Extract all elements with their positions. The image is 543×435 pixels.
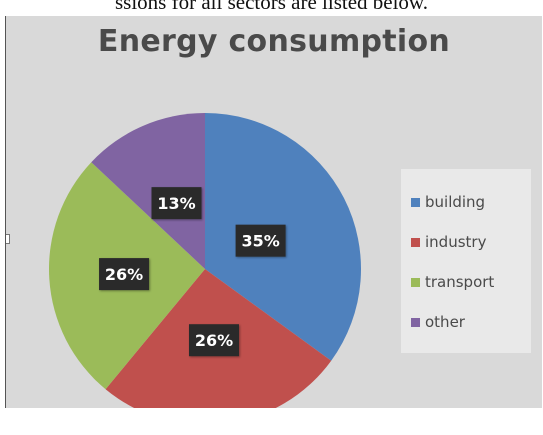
pie-chart: 35% 26% 26% 13% — [48, 113, 361, 408]
legend-item-other: other — [411, 311, 465, 333]
legend-swatch-other — [411, 318, 420, 327]
data-label-industry: 26% — [188, 324, 239, 357]
data-label-text-transport: 26% — [105, 265, 143, 284]
data-label-box-other — [151, 187, 202, 220]
legend-item-transport: transport — [411, 271, 494, 293]
data-label-box-building — [235, 224, 286, 257]
legend-label-transport: transport — [425, 273, 495, 291]
data-label-text-industry: 26% — [195, 331, 233, 350]
data-label-box-transport — [99, 258, 150, 291]
chart-title: Energy consumption — [97, 24, 451, 59]
data-label-box-industry — [188, 324, 239, 357]
legend-label-building: building — [425, 193, 486, 211]
edge-handle-mark — [6, 234, 10, 244]
data-label-text-building: 35% — [241, 232, 279, 251]
chart-panel: Energy consumption 35% 26% 26% 13% building… — [5, 16, 542, 408]
legend-item-building: building — [411, 191, 485, 213]
data-label-text-other: 13% — [157, 194, 195, 213]
data-label-transport: 26% — [99, 258, 150, 291]
chart-legend: building industry transport other — [401, 169, 531, 353]
legend-label-other: other — [425, 313, 465, 331]
legend-swatch-building — [411, 198, 420, 207]
legend-label-industry: industry — [425, 233, 487, 251]
data-label-building: 35% — [235, 224, 286, 257]
legend-swatch-transport — [411, 278, 420, 287]
data-label-other: 13% — [151, 187, 202, 220]
legend-swatch-industry — [411, 238, 420, 247]
pie-slice-other — [91, 113, 205, 269]
legend-item-industry: industry — [411, 231, 486, 253]
page-caption: ssions for all sectors are listed below. — [115, 0, 428, 14]
